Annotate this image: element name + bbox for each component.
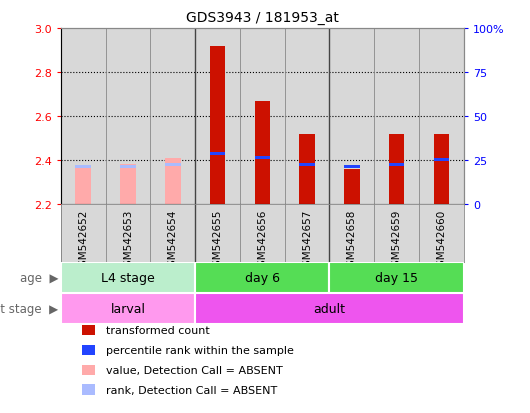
Bar <box>389 164 404 166</box>
Text: GSM542659: GSM542659 <box>392 209 402 272</box>
Bar <box>195 293 464 324</box>
Text: GSM542653: GSM542653 <box>123 209 133 272</box>
Bar <box>61 262 195 293</box>
Bar <box>330 262 464 293</box>
Bar <box>120 165 136 204</box>
Text: GSM542657: GSM542657 <box>302 209 312 272</box>
Text: age  ▶: age ▶ <box>20 271 58 284</box>
Bar <box>434 134 449 204</box>
Bar <box>374 29 419 204</box>
Bar <box>254 101 270 204</box>
Bar <box>61 29 105 204</box>
Text: adult: adult <box>313 302 346 315</box>
Bar <box>285 29 330 204</box>
Bar <box>105 29 151 204</box>
Bar <box>419 29 464 204</box>
Text: transformed count: transformed count <box>106 325 210 335</box>
Bar <box>210 152 225 156</box>
Bar <box>240 29 285 204</box>
Bar <box>151 29 195 204</box>
Bar <box>344 166 360 169</box>
Bar <box>165 164 181 166</box>
Title: GDS3943 / 181953_at: GDS3943 / 181953_at <box>186 11 339 25</box>
Text: GSM542658: GSM542658 <box>347 209 357 272</box>
Text: percentile rank within the sample: percentile rank within the sample <box>106 345 294 355</box>
Text: GSM542656: GSM542656 <box>258 209 267 272</box>
Bar <box>299 164 315 166</box>
Bar <box>344 169 360 204</box>
Bar <box>165 158 181 204</box>
Bar <box>75 167 91 204</box>
Bar <box>210 47 225 204</box>
Bar <box>389 134 404 204</box>
Bar <box>299 134 315 204</box>
Text: larval: larval <box>111 302 146 315</box>
Text: GSM542652: GSM542652 <box>78 209 89 272</box>
Bar <box>61 293 195 324</box>
Text: GSM542660: GSM542660 <box>436 209 446 272</box>
Text: GSM542654: GSM542654 <box>168 209 178 272</box>
Bar <box>195 262 330 293</box>
Text: development stage  ▶: development stage ▶ <box>0 302 58 315</box>
Bar <box>254 157 270 160</box>
Bar <box>330 29 374 204</box>
Text: rank, Detection Call = ABSENT: rank, Detection Call = ABSENT <box>106 385 277 395</box>
Bar <box>195 29 240 204</box>
Bar <box>75 166 91 169</box>
Text: day 6: day 6 <box>245 271 280 284</box>
Text: GSM542655: GSM542655 <box>213 209 223 272</box>
Text: L4 stage: L4 stage <box>101 271 155 284</box>
Bar <box>434 159 449 162</box>
Text: day 15: day 15 <box>375 271 418 284</box>
Bar <box>120 166 136 169</box>
Text: value, Detection Call = ABSENT: value, Detection Call = ABSENT <box>106 365 282 375</box>
